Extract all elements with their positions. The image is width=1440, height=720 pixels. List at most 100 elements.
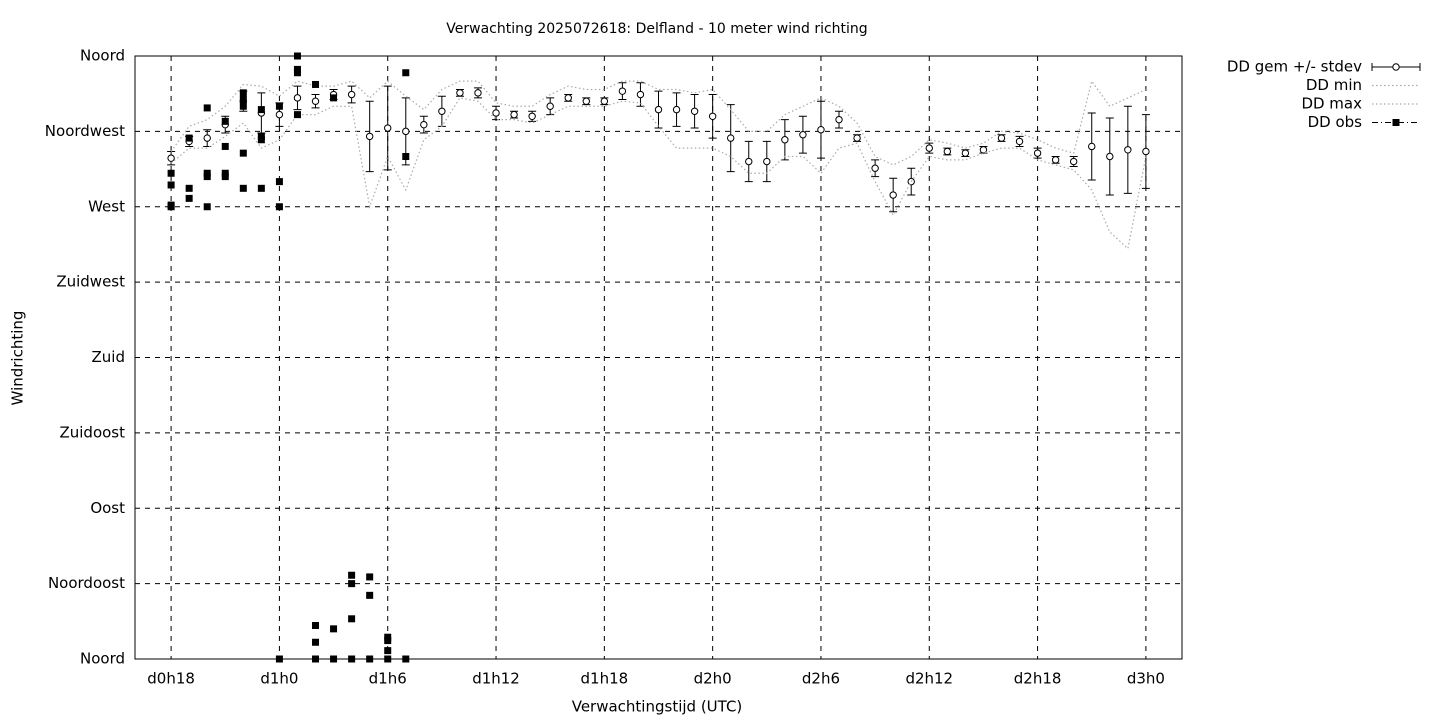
x-tick-label: d1h18	[581, 670, 629, 688]
y-tick-label: Zuidoost	[59, 423, 125, 441]
obs-point	[293, 69, 301, 77]
y-tick-label: Noordwest	[45, 122, 125, 140]
mean-point	[1088, 142, 1096, 151]
x-tick-label: d3h0	[1127, 670, 1165, 688]
x-tick-label: d2h0	[694, 670, 732, 688]
plot-area	[167, 52, 1150, 663]
mean-point	[781, 136, 789, 144]
y-tick-label: Zuid	[92, 348, 125, 366]
mean-point	[456, 89, 464, 97]
obs-point	[312, 622, 320, 629]
obs-point	[221, 142, 229, 150]
obs-point	[221, 173, 229, 181]
obs-point	[366, 591, 374, 599]
obs-point	[257, 106, 265, 114]
x-axis-label: Verwachtingstijd (UTC)	[572, 698, 743, 716]
obs-point	[239, 184, 247, 192]
mean-point	[167, 154, 175, 162]
y-tick-label: Noord	[80, 47, 125, 65]
mean-point	[853, 134, 861, 142]
legend-label: DD obs	[1308, 113, 1363, 131]
y-tick-label: Noordoost	[48, 574, 125, 592]
mean-point	[347, 90, 356, 99]
mean-point	[943, 147, 952, 156]
obs-point	[402, 69, 410, 77]
obs-point	[275, 178, 283, 186]
mean-point	[654, 105, 663, 114]
x-tick-label: d1h0	[260, 670, 298, 688]
mean-point	[1033, 149, 1042, 157]
x-tick-label: d1h6	[369, 670, 407, 688]
x-tick-label: d2h18	[1014, 670, 1062, 688]
mean-point	[582, 97, 590, 105]
obs-point	[167, 181, 175, 189]
obs-point	[348, 571, 356, 579]
obs-point	[239, 102, 247, 110]
x-tick-label: d2h12	[905, 670, 953, 688]
mean-point	[384, 124, 392, 132]
obs-point	[167, 169, 175, 177]
mean-point	[1069, 157, 1078, 166]
mean-point	[600, 97, 609, 105]
mean-point	[745, 157, 753, 166]
mean-point	[474, 89, 482, 97]
mean-point	[438, 107, 446, 115]
mean-point	[546, 102, 554, 110]
obs-point	[330, 94, 338, 102]
obs-point	[293, 111, 301, 119]
obs-point	[203, 169, 211, 177]
x-tick-label: d2h6	[802, 670, 840, 688]
range-line	[170, 97, 1147, 250]
obs-point	[185, 194, 193, 202]
mean-point	[799, 131, 807, 139]
mean-point	[708, 112, 717, 121]
grid: Noord Noordoost Oost Zuidoost Zuid Zuidwest We…	[45, 47, 1182, 688]
mean-point	[510, 110, 518, 119]
y-tick-label: Oost	[90, 499, 125, 517]
obs-point	[312, 80, 320, 88]
mean-point	[275, 110, 284, 119]
obs-point	[384, 647, 392, 655]
mean-point	[727, 134, 735, 142]
mean-point	[636, 90, 645, 99]
mean-point	[492, 109, 500, 117]
obs-point	[203, 104, 211, 112]
mean-point	[961, 149, 970, 157]
chart-title: Verwachting 2025072618: Delfland - 10 me…	[446, 21, 867, 37]
range-line	[170, 79, 1147, 166]
legend-swatch	[1392, 63, 1400, 71]
mean-point	[365, 132, 374, 141]
mean-point	[979, 146, 988, 154]
y-tick-label: Zuidwest	[56, 273, 125, 291]
y-axis-label: Windrichting	[9, 311, 27, 406]
mean-point	[763, 157, 771, 166]
obs-point	[185, 134, 193, 142]
obs-point	[239, 149, 247, 157]
mean-point	[1124, 146, 1132, 154]
y-tick-label: West	[88, 197, 125, 215]
legend-swatch	[1392, 119, 1400, 126]
obs-point	[275, 203, 283, 211]
mean-point	[925, 144, 933, 152]
mean-point	[1142, 147, 1150, 156]
obs-point	[257, 184, 265, 192]
legend-label: DD gem +/- stdev	[1227, 58, 1362, 76]
x-tick-label: d0h18	[147, 670, 195, 688]
mean-point	[871, 164, 879, 172]
obs-point	[257, 136, 265, 144]
plot-border	[134, 55, 1183, 660]
mean-point	[817, 126, 825, 134]
obs-point	[366, 573, 374, 581]
obs-point	[221, 117, 229, 125]
mean-point	[1051, 156, 1060, 164]
mean-point	[672, 105, 681, 114]
obs-point	[185, 184, 193, 192]
mean-point	[564, 94, 572, 102]
obs-point	[167, 201, 175, 209]
mean-point	[997, 134, 1006, 142]
obs-point	[384, 637, 392, 645]
obs-point	[239, 89, 247, 97]
obs-point	[239, 96, 247, 104]
obs-point	[402, 153, 410, 160]
